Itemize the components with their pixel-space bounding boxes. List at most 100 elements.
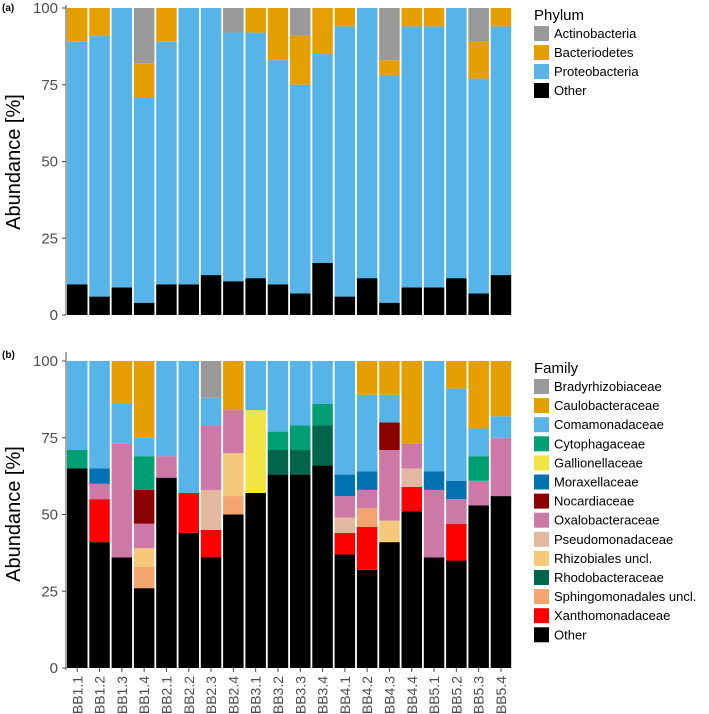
- family-legend-swatch: [534, 550, 549, 566]
- family-segment-bb1-4-rhizobiales-uncl: [133, 548, 155, 567]
- family-segment-bb2-4-other: [223, 514, 244, 668]
- phylum-segment-bb1-4-bacteriodetes: [133, 63, 155, 98]
- phylum-segment-bb1-4-other: [133, 302, 155, 315]
- family-segment-bb4-3-nocardiaceae: [379, 422, 400, 451]
- family-segment-bb1-3-caulobacteraceae: [111, 361, 133, 404]
- family-bar-bb3-1: [245, 361, 266, 668]
- phylum-segment-bb4-3-actinobacteria: [379, 8, 400, 61]
- family-segment-bb1-2-comamonadaceae: [89, 361, 110, 469]
- family-legend-item-rhizobiales-uncl: Rhizobiales uncl.: [534, 550, 652, 566]
- phylum-segment-bb1-1-bacteriodetes: [67, 8, 88, 42]
- family-segment-bb5-4-caulobacteraceae: [490, 361, 512, 417]
- family-segment-bb4-1-xanthomonadaceae: [334, 532, 356, 555]
- family-segment-bb2-1-oxalobacteraceae: [156, 456, 177, 478]
- family-y-tick-label: 25: [41, 583, 58, 600]
- family-segment-bb4-4-caulobacteraceae: [401, 361, 422, 444]
- phylum-y-tick-label: 25: [41, 230, 58, 247]
- family-bar-bb2-2: [178, 361, 199, 668]
- family-segment-bb5-2-caulobacteraceae: [446, 361, 467, 389]
- phylum-y-tick-label: 100: [33, 0, 58, 17]
- family-segment-bb1-3-comamonadaceae: [111, 403, 133, 444]
- phylum-segment-bb1-3-other: [111, 287, 133, 315]
- family-legend-label: Rhizobiales uncl.: [554, 551, 652, 566]
- phylum-bar-bb1-1: [67, 8, 88, 315]
- x-tick-label-bb3-4: BB3.4: [315, 676, 331, 714]
- phylum-legend-label: Bacteriodetes: [554, 45, 634, 60]
- family-legend-label: Xanthomonadaceae: [554, 608, 670, 623]
- phylum-legend-swatch: [534, 45, 549, 60]
- family-legend-label: Oxalobacteraceae: [554, 513, 660, 528]
- phylum-segment-bb5-2-other: [446, 278, 467, 315]
- family-segment-bb2-1-comamonadaceae: [156, 361, 177, 457]
- family-segment-bb4-4-other: [401, 511, 422, 668]
- phylum-segment-bb5-1-proteobacteria: [423, 26, 445, 288]
- family-segment-bb4-3-comamonadaceae: [379, 394, 400, 423]
- family-segment-bb1-3-oxalobacteraceae: [111, 443, 133, 558]
- family-segment-bb5-4-oxalobacteraceae: [490, 437, 512, 497]
- family-segment-bb1-4-other: [133, 588, 155, 668]
- x-tick-label-bb3-1: BB3.1: [248, 676, 264, 714]
- phylum-segment-bb5-4-other: [490, 275, 512, 315]
- family-segment-bb4-2-caulobacteraceae: [356, 361, 378, 395]
- family-segment-bb5-3-comamonadaceae: [468, 428, 489, 457]
- family-legend-swatch: [534, 455, 549, 471]
- phylum-bar-bb2-4: [223, 8, 244, 315]
- family-segment-bb4-2-xanthomonadaceae: [356, 526, 378, 570]
- phylum-segment-bb5-3-proteobacteria: [468, 78, 489, 294]
- phylum-legend-item-proteobacteria: Proteobacteria: [534, 64, 639, 79]
- family-segment-bb1-1-comamonadaceae: [67, 361, 88, 451]
- phylum-bar-bb4-2: [356, 8, 378, 315]
- family-segment-bb4-2-comamonadaceae: [356, 394, 378, 472]
- family-segment-bb5-2-comamonadaceae: [446, 388, 467, 481]
- x-tick-label-bb3-3: BB3.3: [292, 676, 308, 714]
- family-segment-bb5-1-other: [423, 557, 445, 668]
- family-legend-item-other: Other: [534, 627, 587, 643]
- family-segment-bb4-2-sphingomonadales-uncl: [356, 508, 378, 527]
- phylum-bar-bb4-4: [401, 8, 422, 315]
- family-legend-label: Comamonadaceae: [554, 417, 664, 432]
- family-segment-bb3-3-other: [290, 474, 311, 668]
- family-segment-bb3-4-cytophagaceae: [312, 403, 333, 426]
- family-segment-bb3-3-rhodobacteraceae: [290, 450, 311, 475]
- family-legend-item-bradyrhizobiaceae: Bradyrhizobiaceae: [534, 379, 662, 394]
- family-segment-bb2-3-pseudomonadaceae: [200, 489, 222, 530]
- x-tick-label-bb4-4: BB4.4: [404, 676, 420, 714]
- phylum-segment-bb4-4-proteobacteria: [401, 26, 422, 288]
- family-bar-bb2-1: [156, 361, 177, 668]
- phylum-segment-bb2-3-proteobacteria: [200, 8, 222, 276]
- phylum-segment-bb1-3-proteobacteria: [111, 8, 133, 288]
- family-segment-bb5-2-moraxellaceae: [446, 480, 467, 500]
- phylum-segment-bb4-4-bacteriodetes: [401, 8, 422, 27]
- family-segment-bb1-2-oxalobacteraceae: [89, 483, 110, 500]
- family-legend-item-rhodobacteraceae: Rhodobacteraceae: [534, 570, 664, 585]
- family-bars: [67, 361, 512, 668]
- x-tick-label-bb5-1: BB5.1: [426, 676, 442, 714]
- phylum-segment-bb3-4-proteobacteria: [312, 54, 333, 263]
- family-y-axis-label: Abundance [%]: [3, 446, 25, 582]
- family-y-tick-label: 75: [41, 430, 58, 447]
- family-segment-bb2-3-other: [200, 557, 222, 668]
- family-legend-title: Family: [534, 360, 579, 377]
- phylum-segment-bb1-1-other: [67, 284, 88, 315]
- family-segment-bb5-4-other: [490, 496, 512, 668]
- family-bar-bb5-1: [423, 361, 445, 668]
- family-legend-label: Other: [554, 627, 587, 642]
- family-segment-bb3-4-comamonadaceae: [312, 361, 333, 404]
- x-tick-label-bb1-4: BB1.4: [136, 676, 152, 714]
- phylum-bar-bb5-2: [446, 8, 467, 315]
- family-legend-item-moraxellaceae: Moraxellaceae: [534, 474, 639, 490]
- phylum-bar-bb1-3: [111, 8, 133, 315]
- family-legend-item-xanthomonadaceae: Xanthomonadaceae: [534, 608, 670, 624]
- family-legend-label: Bradyrhizobiaceae: [554, 379, 662, 394]
- phylum-legend-item-actinobacteria: Actinobacteria: [534, 26, 637, 41]
- phylum-segment-bb3-1-other: [245, 278, 266, 315]
- family-segment-bb4-2-other: [356, 569, 378, 668]
- family-legend-swatch: [534, 379, 549, 394]
- family-segment-bb1-4-nocardiaceae: [133, 489, 155, 524]
- phylum-segment-bb1-4-proteobacteria: [133, 97, 155, 303]
- family-segment-bb2-4-caulobacteraceae: [223, 361, 244, 411]
- family-bar-bb4-1: [334, 361, 356, 668]
- phylum-legend-label: Other: [554, 83, 587, 98]
